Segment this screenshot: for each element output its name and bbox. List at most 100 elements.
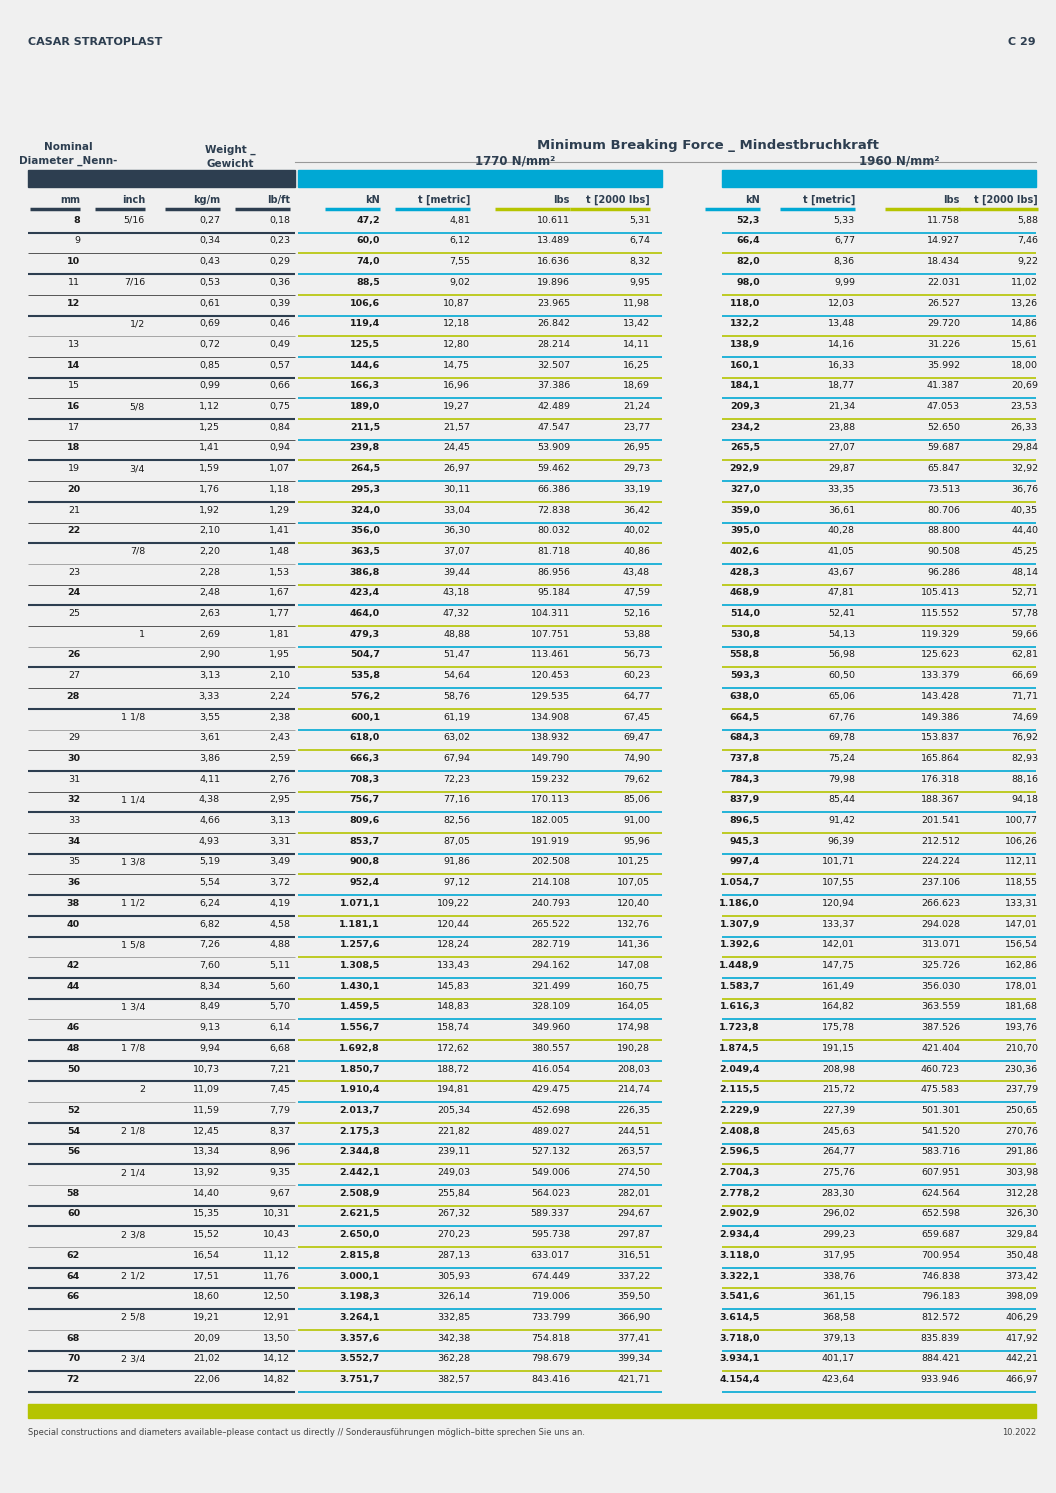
Text: 541.520: 541.520 xyxy=(921,1127,960,1136)
Text: 3,31: 3,31 xyxy=(268,836,290,847)
Text: 194,81: 194,81 xyxy=(437,1085,470,1094)
Text: 11,12: 11,12 xyxy=(263,1251,290,1260)
Text: 896,5: 896,5 xyxy=(730,817,760,826)
Text: 274,50: 274,50 xyxy=(617,1168,650,1176)
Text: 305,93: 305,93 xyxy=(437,1272,470,1281)
Text: 853,7: 853,7 xyxy=(350,836,380,847)
Bar xyxy=(722,170,1036,187)
Text: 2 1/8: 2 1/8 xyxy=(120,1127,145,1136)
Text: 96.286: 96.286 xyxy=(927,567,960,576)
Text: 363,5: 363,5 xyxy=(351,546,380,555)
Text: 47,59: 47,59 xyxy=(623,588,650,597)
Text: kg/m: kg/m xyxy=(193,196,220,205)
Text: 60,0: 60,0 xyxy=(357,236,380,245)
Text: 332,85: 332,85 xyxy=(437,1312,470,1321)
Text: 2.049,4: 2.049,4 xyxy=(719,1065,760,1073)
Text: 0,69: 0,69 xyxy=(199,320,220,328)
Text: 1,53: 1,53 xyxy=(269,567,290,576)
Text: 423,64: 423,64 xyxy=(822,1375,855,1384)
Text: 13: 13 xyxy=(68,340,80,349)
Text: 264,77: 264,77 xyxy=(822,1147,855,1156)
Text: 5,54: 5,54 xyxy=(199,878,220,887)
Text: 8,32: 8,32 xyxy=(629,257,650,266)
Text: 188.367: 188.367 xyxy=(921,796,960,805)
Text: 75,24: 75,24 xyxy=(828,754,855,763)
Text: 29,84: 29,84 xyxy=(1011,443,1038,452)
Text: 2.115,5: 2.115,5 xyxy=(719,1085,760,1094)
Text: 7,26: 7,26 xyxy=(199,941,220,950)
Text: 2: 2 xyxy=(139,1085,145,1094)
Text: 10,87: 10,87 xyxy=(444,299,470,308)
Text: 23,88: 23,88 xyxy=(828,423,855,431)
Text: 0,94: 0,94 xyxy=(269,443,290,452)
Text: 2.650,0: 2.650,0 xyxy=(340,1230,380,1239)
Text: 3.614,5: 3.614,5 xyxy=(719,1312,760,1321)
Text: 48,14: 48,14 xyxy=(1011,567,1038,576)
Text: 997,4: 997,4 xyxy=(730,857,760,866)
Text: 91,86: 91,86 xyxy=(444,857,470,866)
Text: 6,68: 6,68 xyxy=(269,1044,290,1053)
Text: 14.927: 14.927 xyxy=(927,236,960,245)
Text: 12,80: 12,80 xyxy=(444,340,470,349)
Text: mm: mm xyxy=(60,196,80,205)
Text: 1,77: 1,77 xyxy=(269,609,290,618)
Text: 58,76: 58,76 xyxy=(444,691,470,700)
Text: 28: 28 xyxy=(67,691,80,700)
Text: 125,5: 125,5 xyxy=(350,340,380,349)
Text: 46: 46 xyxy=(67,1023,80,1032)
Text: Diameter _Nenn-: Diameter _Nenn- xyxy=(19,155,117,166)
Text: 209,3: 209,3 xyxy=(730,402,760,411)
Text: 12,18: 12,18 xyxy=(444,320,470,328)
Text: Minimum Breaking Force _ Mindestbruchkraft: Minimum Breaking Force _ Mindestbruchkra… xyxy=(538,139,879,151)
Text: 0,61: 0,61 xyxy=(199,299,220,308)
Text: 1.181,1: 1.181,1 xyxy=(339,920,380,929)
Text: 3.000,1: 3.000,1 xyxy=(340,1272,380,1281)
Text: 7,79: 7,79 xyxy=(269,1106,290,1115)
Text: 134.908: 134.908 xyxy=(531,712,570,721)
Text: 41.387: 41.387 xyxy=(927,381,960,390)
Text: 52: 52 xyxy=(67,1106,80,1115)
Text: 338,76: 338,76 xyxy=(822,1272,855,1281)
Text: 9,99: 9,99 xyxy=(834,278,855,287)
Text: 812.572: 812.572 xyxy=(921,1312,960,1321)
Text: 19,27: 19,27 xyxy=(444,402,470,411)
Text: 3,72: 3,72 xyxy=(269,878,290,887)
Text: 6,14: 6,14 xyxy=(269,1023,290,1032)
Text: Gewicht: Gewicht xyxy=(206,158,253,169)
Text: 147,75: 147,75 xyxy=(822,961,855,970)
Text: 72.838: 72.838 xyxy=(536,506,570,515)
Text: 118,0: 118,0 xyxy=(730,299,760,308)
Text: 327,0: 327,0 xyxy=(730,485,760,494)
Text: 267,32: 267,32 xyxy=(437,1209,470,1218)
Text: 6,82: 6,82 xyxy=(199,920,220,929)
Text: 3.541,6: 3.541,6 xyxy=(719,1293,760,1302)
Text: 33: 33 xyxy=(68,817,80,826)
Text: 4,58: 4,58 xyxy=(269,920,290,929)
Text: 125.623: 125.623 xyxy=(921,651,960,660)
Text: 263,57: 263,57 xyxy=(617,1147,650,1156)
Text: lb/ft: lb/ft xyxy=(267,196,290,205)
Text: 52.650: 52.650 xyxy=(927,423,960,431)
Text: 2.621,5: 2.621,5 xyxy=(339,1209,380,1218)
Text: 33,04: 33,04 xyxy=(442,506,470,515)
Text: 398,09: 398,09 xyxy=(1005,1293,1038,1302)
Text: 67,94: 67,94 xyxy=(444,754,470,763)
Text: kN: kN xyxy=(365,196,380,205)
Text: Weight _: Weight _ xyxy=(205,145,256,155)
Text: 328.109: 328.109 xyxy=(531,1002,570,1011)
Text: Special constructions and diameters available–please contact us directly // Sond: Special constructions and diameters avai… xyxy=(29,1427,585,1436)
Text: 133.379: 133.379 xyxy=(921,672,960,681)
Text: 2,43: 2,43 xyxy=(269,733,290,742)
Text: 18,77: 18,77 xyxy=(828,381,855,390)
Text: 86.956: 86.956 xyxy=(538,567,570,576)
Text: 17: 17 xyxy=(68,423,80,431)
Text: 1770 N/mm²: 1770 N/mm² xyxy=(475,154,555,167)
Text: 227,39: 227,39 xyxy=(822,1106,855,1115)
Text: 66: 66 xyxy=(67,1293,80,1302)
Text: 3.198,3: 3.198,3 xyxy=(339,1293,380,1302)
Text: 1.910,4: 1.910,4 xyxy=(339,1085,380,1094)
Text: 326,14: 326,14 xyxy=(437,1293,470,1302)
Text: 294,67: 294,67 xyxy=(617,1209,650,1218)
Text: 14,82: 14,82 xyxy=(263,1375,290,1384)
Text: 23,53: 23,53 xyxy=(1011,402,1038,411)
